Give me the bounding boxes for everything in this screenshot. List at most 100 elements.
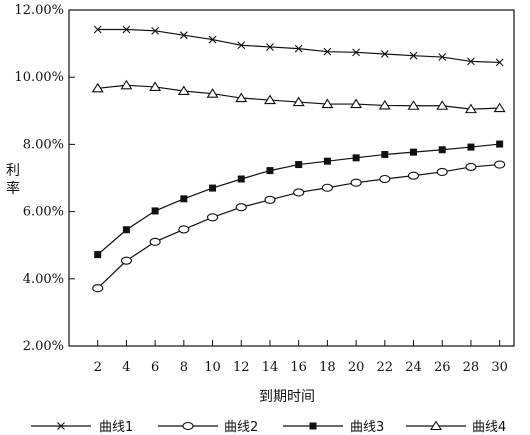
chart-axes [68,9,515,347]
triangle-mark [493,102,506,113]
data-point [381,150,389,158]
circle-mark [92,284,104,293]
circle-mark [206,213,219,222]
square-mark [323,157,331,165]
data-point [293,188,305,197]
data-point [321,98,334,109]
triangle-mark [292,96,305,107]
x-tick-label: 4 [122,360,130,375]
x-mark-stroke [151,26,160,35]
circle-mark [264,195,276,204]
legend-label: 曲线4 [472,420,506,435]
chart-series [91,25,506,293]
legend-label: 曲线1 [99,420,133,435]
data-point [122,25,131,34]
x-mark-stroke [57,422,65,430]
data-point [465,162,477,171]
data-point [350,98,363,109]
x-mark-stroke [323,47,332,56]
square-mark [467,143,475,151]
triangle-mark [91,82,104,93]
circle-mark [293,188,305,197]
data-point [149,237,161,246]
x-mark-stroke [237,41,246,50]
x-tick-label: 6 [151,360,159,375]
data-point [179,31,188,40]
x-mark-stroke [266,43,274,51]
data-point [438,53,447,61]
data-point [122,226,130,234]
x-mark-stroke [380,50,389,58]
circle-mark [350,178,362,187]
square-mark [266,167,274,175]
x-mark-stroke [438,53,447,61]
data-point [178,225,190,234]
y-axis-ticks: 2.00% 4.00% 6.00% 8.00% 10.00% 12.00% [14,3,75,354]
data-point [209,184,217,192]
circle-mark [182,421,194,431]
data-point [438,146,446,154]
data-point [237,41,246,50]
x-mark-stroke [495,58,504,67]
legend-marker [182,421,194,431]
data-point [91,82,104,93]
x-tick-label: 22 [377,360,394,375]
x-axis-label: 到期时间 [259,389,315,405]
x-tick-label: 24 [405,360,422,375]
data-point [93,25,102,34]
series-4 [91,79,506,114]
data-point [264,195,276,204]
data-point [493,102,506,113]
data-point [206,88,219,98]
x-mark-stroke [208,35,217,44]
x-mark-stroke [409,51,418,60]
data-point [120,256,132,265]
data-point [350,178,362,187]
data-point [496,140,504,148]
circle-mark [235,203,247,212]
data-point [410,148,418,156]
square-mark [496,140,504,148]
legend-item: 曲线2 [158,420,258,435]
data-point [292,96,305,107]
x-tick-label: 28 [463,360,480,375]
circle-mark [436,167,448,177]
triangle-mark [235,92,248,103]
x-tick-label: 26 [434,360,451,375]
circle-mark [120,256,132,265]
y-tick-label: 10.00% [14,70,64,85]
data-point [208,35,217,44]
plot-frame [68,9,515,347]
data-point [235,203,247,212]
data-point [407,171,420,180]
y-tick-label: 8.00% [23,137,64,152]
data-point [151,26,160,35]
data-point [409,51,418,60]
x-mark-stroke [122,25,131,34]
data-point [379,174,391,184]
data-point [464,103,477,114]
triangle-mark [263,94,276,105]
series-1 [93,25,504,67]
x-mark-stroke [352,48,360,57]
data-point [266,167,274,175]
y-tick-label: 4.00% [23,272,64,287]
legend-item: 曲线3 [283,420,384,435]
data-point [266,43,274,51]
data-point [378,99,391,110]
circle-mark [465,162,477,171]
circle-mark [494,160,506,169]
data-point [467,57,475,66]
y-tick-label: 2.00% [23,339,64,354]
square-mark [438,146,446,154]
triangle-mark [206,88,219,98]
x-tick-label: 2 [94,360,102,375]
x-tick-label: 16 [290,360,307,375]
data-point [206,213,219,222]
data-point [495,58,504,67]
series-line [97,143,500,256]
data-point [494,160,506,169]
square-mark [352,154,360,162]
x-tick-label: 18 [319,360,336,375]
